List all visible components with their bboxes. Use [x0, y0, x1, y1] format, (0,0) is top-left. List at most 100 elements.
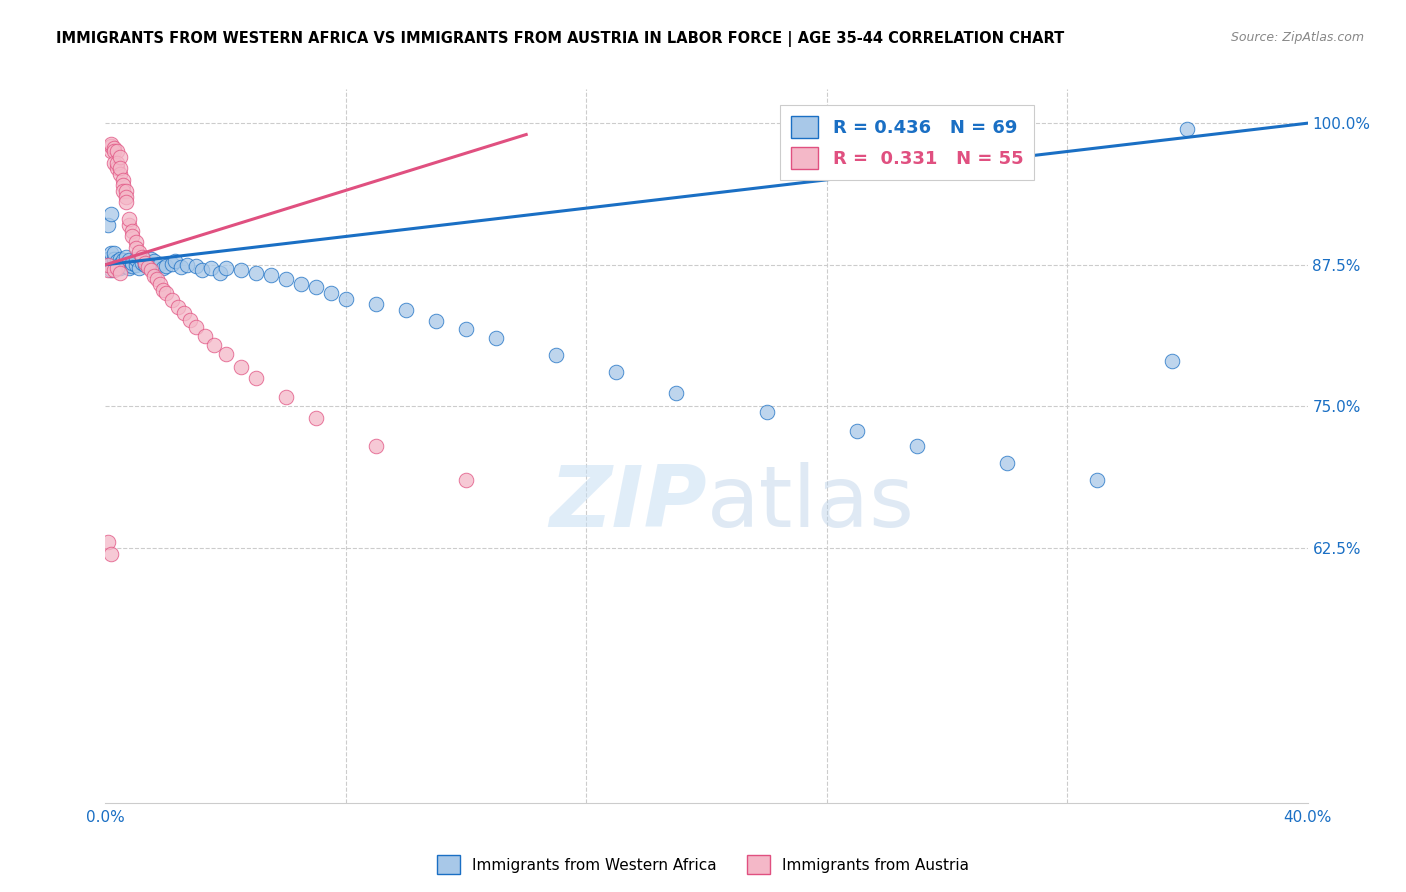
Point	[124, 252, 146, 266]
Point	[755, 405, 778, 419]
Point	[139, 263, 162, 277]
Point	[395, 303, 418, 318]
Point	[995, 456, 1018, 470]
Point	[145, 259, 167, 273]
Text: atlas: atlas	[707, 461, 914, 545]
Point	[142, 269, 165, 284]
Point	[319, 286, 342, 301]
Point	[100, 138, 122, 153]
Point	[485, 331, 508, 345]
Point	[139, 252, 162, 266]
Point	[107, 254, 129, 268]
Point	[115, 184, 138, 198]
Point	[200, 261, 222, 276]
Point	[121, 224, 143, 238]
Point	[605, 365, 627, 379]
Point	[335, 292, 357, 306]
Point	[124, 235, 146, 249]
Point	[131, 255, 153, 269]
Point	[142, 254, 165, 268]
Point	[112, 184, 135, 198]
Point	[245, 371, 267, 385]
Point	[107, 261, 129, 276]
Point	[305, 410, 328, 425]
Point	[103, 141, 125, 155]
Point	[176, 258, 198, 272]
Point	[454, 322, 477, 336]
Point	[115, 190, 138, 204]
Point	[274, 272, 297, 286]
Point	[1161, 354, 1184, 368]
Point	[107, 258, 129, 272]
Point	[546, 348, 568, 362]
Point	[100, 136, 122, 151]
Point	[208, 266, 231, 280]
Point	[115, 255, 138, 269]
Point	[131, 250, 153, 264]
Point	[124, 258, 146, 272]
Point	[166, 300, 188, 314]
Point	[128, 245, 150, 260]
Text: Source: ZipAtlas.com: Source: ZipAtlas.com	[1230, 31, 1364, 45]
Point	[136, 260, 159, 274]
Point	[139, 258, 162, 272]
Point	[155, 259, 177, 273]
Point	[100, 207, 122, 221]
Point	[100, 547, 122, 561]
Point	[112, 253, 135, 268]
Point	[112, 173, 135, 187]
Point	[115, 250, 138, 264]
Point	[152, 283, 174, 297]
Point	[155, 286, 177, 301]
Point	[134, 255, 156, 269]
Point	[152, 261, 174, 276]
Point	[274, 390, 297, 404]
Point	[425, 314, 447, 328]
Point	[364, 439, 387, 453]
Point	[112, 259, 135, 273]
Point	[103, 252, 125, 266]
Point	[173, 306, 195, 320]
Point	[115, 259, 138, 273]
Point	[128, 261, 150, 276]
Point	[260, 268, 283, 282]
Point	[131, 250, 153, 264]
Point	[107, 145, 129, 159]
Point	[136, 255, 159, 269]
Point	[118, 253, 141, 268]
Point	[148, 257, 170, 271]
Legend: R = 0.436   N = 69, R =  0.331   N = 55: R = 0.436 N = 69, R = 0.331 N = 55	[780, 105, 1033, 180]
Point	[118, 212, 141, 227]
Point	[107, 156, 129, 170]
Point	[110, 161, 132, 176]
Point	[107, 161, 129, 176]
Point	[845, 424, 868, 438]
Point	[121, 255, 143, 269]
Point	[305, 280, 328, 294]
Point	[145, 272, 167, 286]
Point	[103, 145, 125, 159]
Point	[905, 439, 928, 453]
Point	[190, 263, 212, 277]
Point	[103, 246, 125, 260]
Point	[202, 338, 225, 352]
Point	[160, 293, 183, 307]
Point	[110, 167, 132, 181]
Point	[97, 263, 120, 277]
Point	[160, 257, 183, 271]
Point	[100, 246, 122, 260]
Point	[229, 263, 252, 277]
Point	[245, 266, 267, 280]
Point	[121, 259, 143, 273]
Text: IMMIGRANTS FROM WESTERN AFRICA VS IMMIGRANTS FROM AUSTRIA IN LABOR FORCE | AGE 3: IMMIGRANTS FROM WESTERN AFRICA VS IMMIGR…	[56, 31, 1064, 47]
Point	[103, 156, 125, 170]
Point	[110, 252, 132, 266]
Point	[121, 229, 143, 244]
Point	[112, 178, 135, 193]
Point	[97, 252, 120, 266]
Point	[110, 257, 132, 271]
Point	[665, 385, 688, 400]
Point	[194, 329, 217, 343]
Point	[97, 258, 120, 272]
Point	[214, 261, 236, 276]
